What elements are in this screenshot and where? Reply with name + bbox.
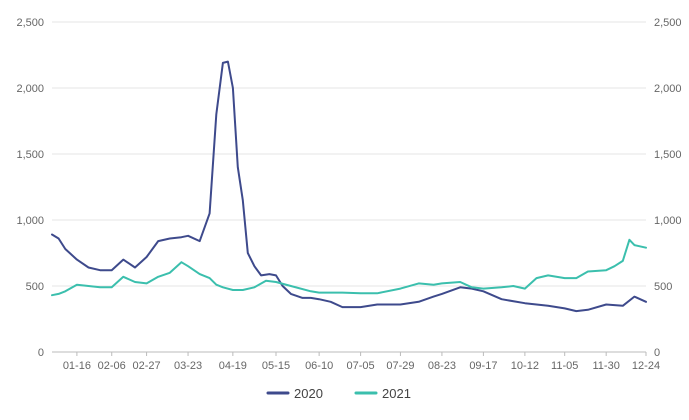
x-tick-label: 05-15 bbox=[262, 360, 290, 372]
legend-label: 2020 bbox=[294, 386, 323, 401]
y-tick-label-left: 500 bbox=[26, 281, 44, 293]
x-tick-label: 10-12 bbox=[511, 360, 539, 372]
axes: 0 500 1,000 1,500 2,000 2,500 0 500 1,000 1,500 2,… bbox=[16, 17, 681, 372]
x-tick-label: 03-23 bbox=[174, 360, 202, 372]
y-tick-label-right: 2,000 bbox=[654, 83, 682, 95]
x-tick-label: 06-10 bbox=[305, 360, 333, 372]
series-lines bbox=[51, 60, 647, 313]
y-tick-label-right: 500 bbox=[654, 281, 672, 293]
series-line-2020 bbox=[51, 60, 647, 313]
y-tick-label-left: 2,500 bbox=[16, 17, 44, 29]
x-tick-label: 04-19 bbox=[219, 360, 247, 372]
y-tick-label-right: 1,000 bbox=[654, 215, 682, 227]
x-tick-label: 11-30 bbox=[593, 360, 620, 372]
y-tick-label-right: 0 bbox=[654, 347, 660, 359]
gridlines bbox=[52, 21, 646, 287]
x-tick-label: 12-24 bbox=[632, 360, 660, 372]
x-tick-label: 11-05 bbox=[551, 360, 578, 372]
x-tick-label: 02-06 bbox=[98, 360, 126, 372]
x-tick-label: 07-05 bbox=[347, 360, 375, 372]
legend: 2020 2021 bbox=[266, 386, 411, 401]
x-tick-label: 08-23 bbox=[428, 360, 456, 372]
series-line-2021 bbox=[51, 238, 647, 297]
x-tick-label: 02-27 bbox=[133, 360, 161, 372]
x-tick-label: 07-29 bbox=[386, 360, 414, 372]
legend-item-2020: 2020 bbox=[266, 386, 323, 401]
x-tick-label: 01-16 bbox=[63, 360, 91, 372]
y-tick-label-left: 1,000 bbox=[16, 215, 44, 227]
x-tick-label: 09-17 bbox=[469, 360, 497, 372]
y-tick-label-right: 2,500 bbox=[654, 17, 682, 29]
y-tick-label-left: 2,000 bbox=[16, 83, 44, 95]
y-tick-label-left: 1,500 bbox=[16, 149, 44, 161]
y-tick-label-right: 1,500 bbox=[654, 149, 682, 161]
y-tick-label-left: 0 bbox=[38, 347, 44, 359]
legend-item-2021: 2021 bbox=[354, 386, 411, 401]
legend-label: 2021 bbox=[382, 386, 411, 401]
